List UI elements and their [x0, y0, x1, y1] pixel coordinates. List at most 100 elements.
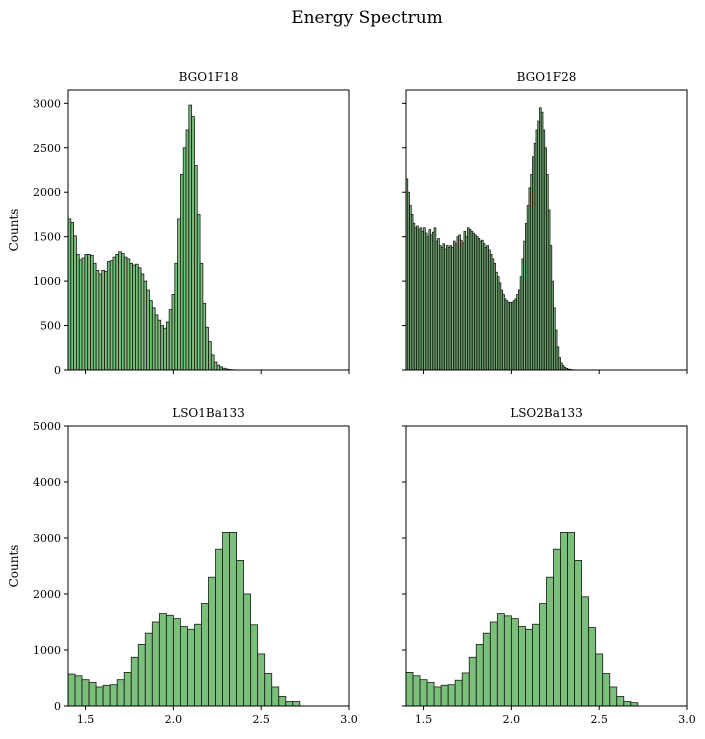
panel-LSO1Ba133: 1.5 2.0 2.5 3.0 0 1000 2000 3000 4000 5000 LSO1Ba1…: [7, 406, 358, 726]
histogram-bar: [109, 260, 114, 370]
histogram-bar: [201, 603, 209, 706]
panel-LSO2Ba133: 1.5 2.0 2.5 3.0 LSO2Ba133: [402, 406, 696, 726]
histogram-bar: [163, 327, 167, 370]
histogram-bar: [151, 621, 160, 706]
axes-frame: [67, 89, 350, 371]
histogram-bar: [116, 679, 125, 706]
histogram-bar: [208, 576, 216, 706]
x-tick-label: 3.0: [340, 713, 358, 726]
histogram-bar: [101, 270, 105, 370]
histogram-bar: [106, 261, 111, 370]
histogram-bar: [447, 684, 456, 706]
histogram-bar: [92, 262, 97, 370]
histogram-bars: [68, 532, 301, 706]
histogram-bar: [489, 621, 498, 706]
histogram-bar: [532, 623, 540, 706]
histogram-bar: [553, 548, 561, 706]
histogram-bar: [144, 632, 153, 706]
axes-frame: [405, 425, 688, 707]
y-axis-label: Counts: [7, 545, 21, 588]
x-tick-label: 2.0: [503, 713, 521, 726]
histogram-bar: [525, 628, 533, 706]
histogram-bar: [154, 314, 159, 370]
histogram-bar: [616, 696, 625, 706]
histogram-bar: [132, 264, 136, 370]
histogram-bar: [199, 262, 204, 370]
histogram-bar: [205, 326, 209, 370]
histogram-bar: [98, 273, 103, 370]
histogram-bar: [468, 656, 477, 706]
histogram-bar: [475, 644, 484, 706]
y-tick-label: 3000: [33, 532, 61, 545]
histogram-bar: [285, 701, 294, 706]
histogram-bar: [560, 532, 568, 706]
histogram-bar: [539, 603, 547, 706]
panel-BGO1F28: BGO1F28: [402, 70, 688, 374]
histogram-bar: [236, 560, 245, 706]
histogram-bar: [112, 256, 117, 370]
histogram-bar: [74, 675, 83, 706]
histogram-bar: [137, 267, 142, 370]
histogram-bar: [419, 679, 428, 706]
y-tick-label: 1000: [33, 644, 61, 657]
histogram-bar: [546, 576, 554, 706]
histogram-bar: [412, 675, 421, 706]
histogram-bar: [257, 653, 266, 706]
histogram-bar: [210, 354, 215, 370]
histogram-bar: [151, 307, 156, 370]
histogram-bar: [158, 613, 167, 706]
histogram-bars: [406, 532, 639, 706]
histogram-bar: [179, 626, 188, 706]
histogram-bar: [130, 656, 139, 706]
histogram-bar: [581, 596, 590, 706]
histogram-bar: [222, 532, 230, 706]
x-tick-label: 1.5: [77, 713, 95, 726]
histogram-bar: [194, 165, 198, 370]
histogram-bars: [68, 104, 240, 370]
histogram-bar: [292, 701, 301, 706]
histogram-bar: [95, 686, 104, 706]
histogram-bar: [630, 702, 639, 706]
histogram-bar: [123, 256, 128, 370]
histogram-bar: [213, 361, 218, 370]
x-tick-label: 1.5: [415, 713, 433, 726]
y-tick-label: 1000: [33, 275, 61, 288]
axes-frame: [405, 89, 688, 371]
y-axis-label: Counts: [7, 209, 21, 252]
histogram-bar: [165, 321, 170, 370]
y-tick-label: 0: [54, 700, 61, 713]
histogram-bar: [461, 672, 470, 706]
histogram-bar: [229, 532, 237, 706]
histogram-bar: [179, 174, 184, 370]
histogram-bar: [129, 262, 134, 370]
histogram-bar: [567, 532, 576, 706]
histogram-bar: [574, 560, 583, 706]
histogram-bar: [243, 593, 252, 706]
histogram-bars: [406, 107, 579, 370]
y-tick-label: 3000: [33, 97, 61, 110]
histogram-bar: [503, 615, 512, 706]
panel-title: BGO1F18: [179, 70, 239, 84]
histogram-bar: [187, 628, 195, 706]
histogram-bar: [602, 673, 611, 706]
histogram-bar: [95, 270, 100, 370]
panel-BGO1F18: 0 500 1000 1500 2000 2500 3000 BGO1F18 Counts: [7, 70, 350, 377]
y-tick-label: 500: [40, 320, 61, 333]
axes-frame: [67, 425, 350, 707]
histogram-bar: [81, 257, 86, 370]
histogram-bar: [216, 364, 221, 370]
histogram-bar: [191, 116, 195, 370]
histogram-bar: [143, 280, 148, 370]
y-tick-label: 4000: [33, 476, 61, 489]
histogram-bar: [196, 214, 201, 370]
histogram-bar: [104, 270, 108, 370]
histogram-bar: [135, 263, 139, 370]
histogram-bar: [68, 673, 76, 706]
y-tick-label: 2000: [33, 588, 61, 601]
histogram-bar: [140, 273, 145, 370]
histogram-bar: [81, 679, 90, 706]
panel-title: LSO1Ba133: [172, 406, 245, 420]
histogram-bar: [88, 682, 97, 706]
histogram-bar: [188, 104, 193, 370]
